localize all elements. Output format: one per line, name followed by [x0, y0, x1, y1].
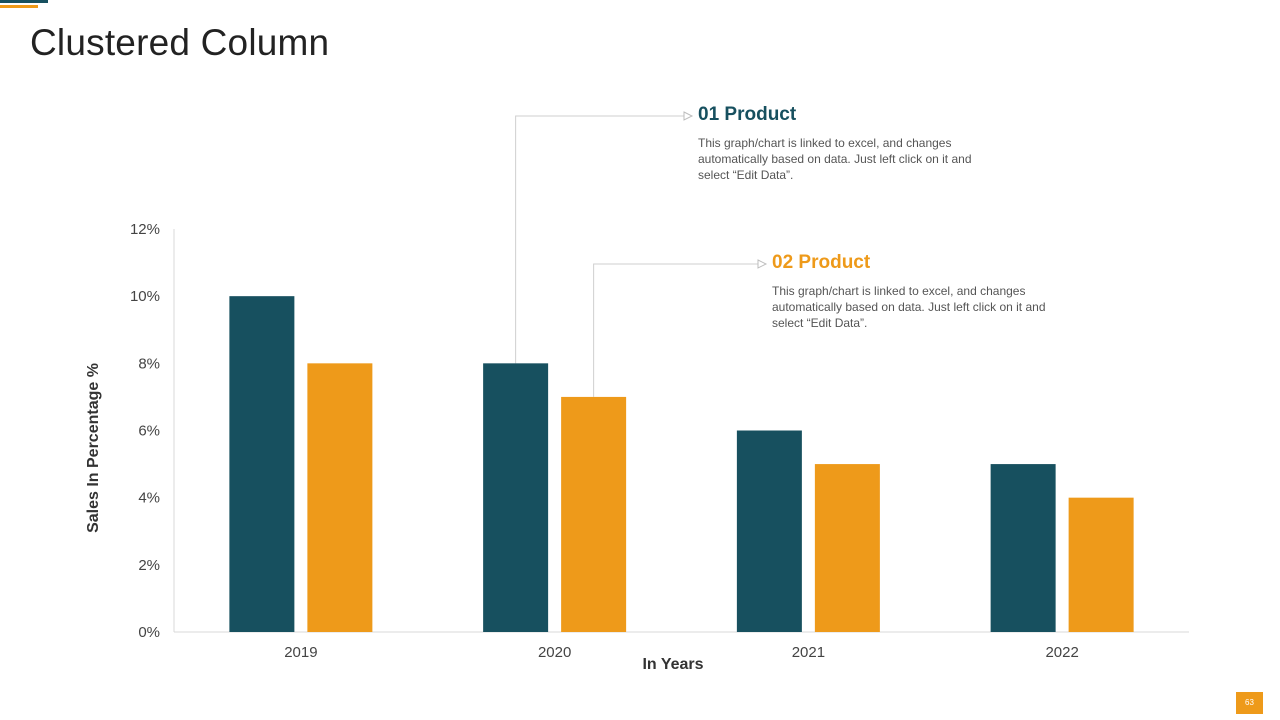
corner-accent-dark — [0, 0, 48, 3]
y-tick-label: 0% — [138, 624, 160, 641]
corner-accent-orange — [0, 5, 38, 8]
bar-series-1-2021 — [736, 430, 802, 632]
y-tick-label: 10% — [130, 288, 160, 305]
bar-series-2-2021 — [814, 464, 880, 632]
page-number-badge: 63 — [1236, 692, 1263, 714]
callout-product-02-text: This graph/chart is linked to excel, and… — [772, 284, 1046, 330]
y-tick-label: 12% — [130, 221, 160, 238]
bar-series-2-2019 — [307, 363, 373, 632]
callout-product-01-text: This graph/chart is linked to excel, and… — [698, 136, 972, 182]
callout-product-02: 02 Product This graph/chart is linked to… — [772, 252, 1062, 331]
connector-line-product-02 — [593, 263, 760, 397]
connector-line-product-01 — [515, 115, 686, 364]
x-tick-label: 2019 — [284, 644, 317, 661]
y-tick-label: 2% — [138, 557, 160, 574]
bar-series-1-2019 — [229, 296, 295, 632]
bar-series-1-2022 — [990, 464, 1056, 632]
y-tick-label: 8% — [138, 355, 160, 372]
bar-series-2-2022 — [1068, 497, 1134, 632]
x-axis-title: In Years — [642, 656, 703, 673]
callout-product-02-heading: 02 Product — [772, 252, 871, 273]
connector-arrow-product-02 — [757, 259, 768, 269]
x-tick-label: 2022 — [1045, 644, 1078, 661]
bar-series-1-2020 — [483, 363, 549, 632]
slide-title: Clustered Column — [30, 22, 330, 63]
y-tick-label: 6% — [138, 423, 160, 440]
x-tick-label: 2021 — [792, 644, 825, 661]
connector-arrow-product-01 — [683, 111, 694, 121]
callout-product-01-heading: 01 Product — [698, 104, 797, 125]
y-axis-title: Sales In Percentage % — [85, 363, 102, 533]
bar-series-2-2020 — [561, 396, 627, 632]
x-tick-label: 2020 — [538, 644, 571, 661]
y-tick-label: 4% — [138, 490, 160, 507]
callout-product-01: 01 Product This graph/chart is linked to… — [698, 104, 988, 183]
